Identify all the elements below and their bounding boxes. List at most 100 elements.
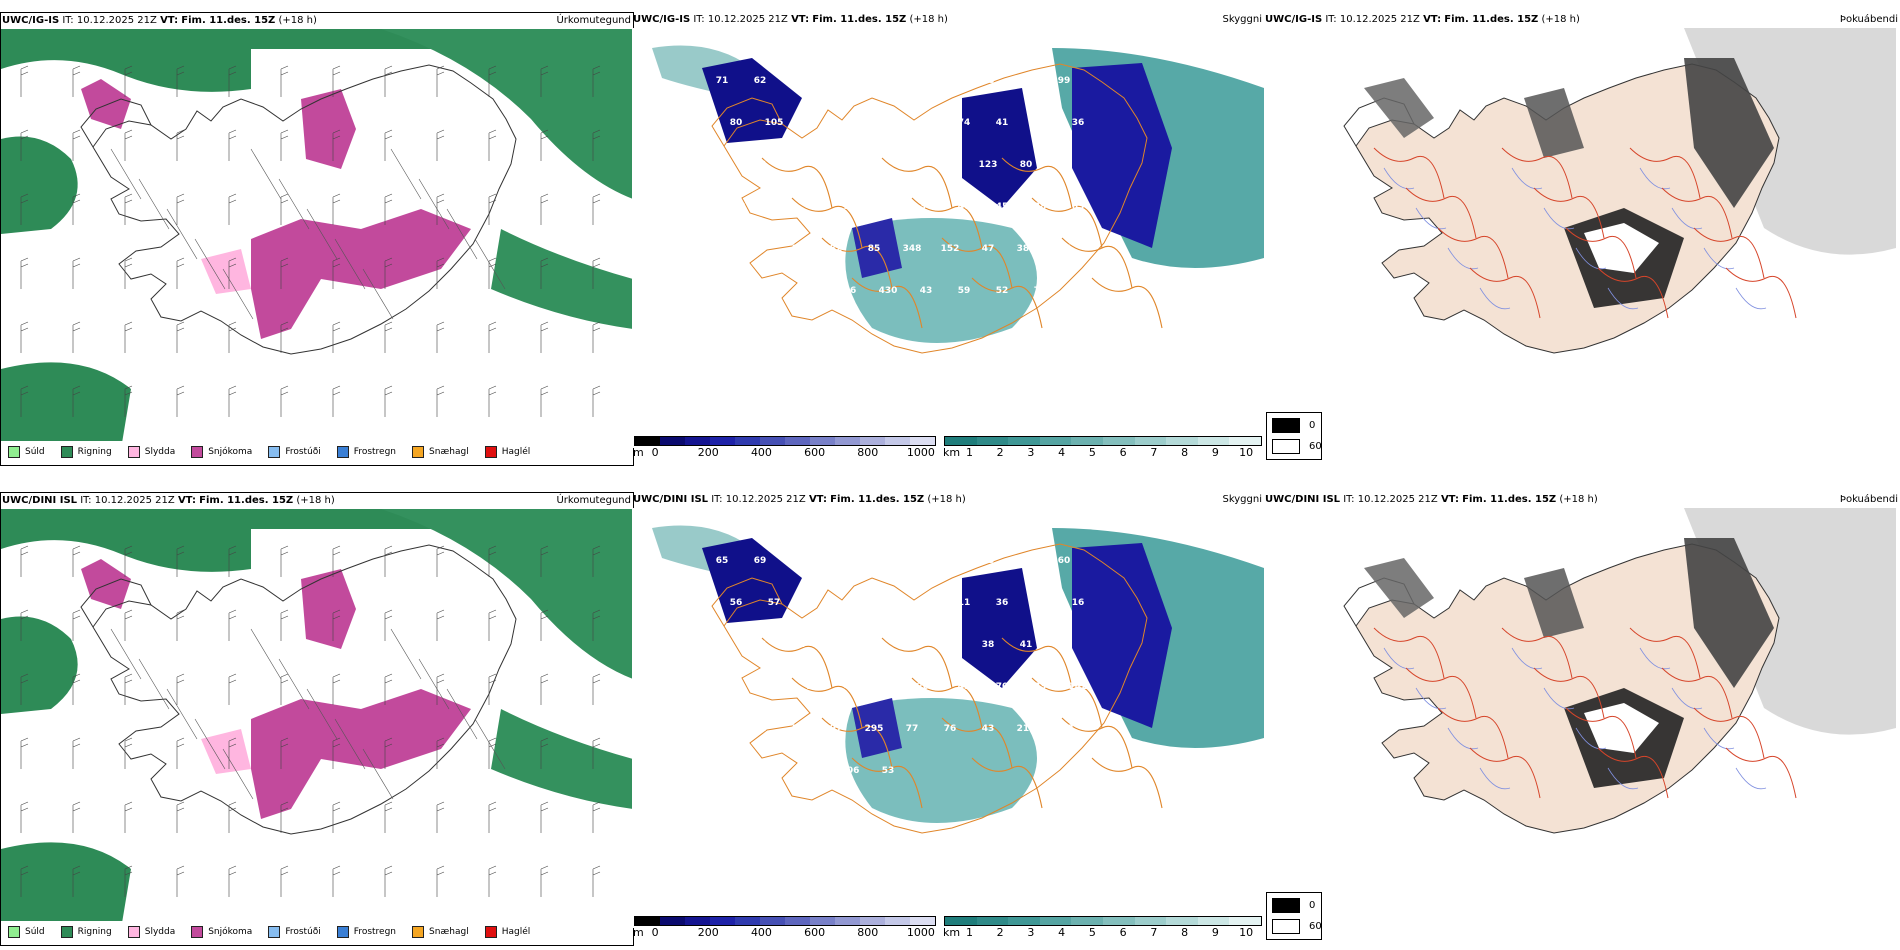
fog-key-label: 0 bbox=[1309, 900, 1316, 911]
cloud-base-label: 35 bbox=[792, 76, 805, 86]
cloud-base-colorbar: 0 200 400 600 800 1000 m bbox=[633, 436, 936, 459]
cloud-base-label: 53 bbox=[882, 682, 895, 692]
wind-barb bbox=[592, 193, 601, 225]
cloud-base-label: 96 bbox=[730, 682, 743, 692]
legend-swatch bbox=[60, 446, 73, 458]
cloud-base-label: 40 bbox=[792, 556, 805, 566]
cloud-base-label: 36 bbox=[1072, 118, 1085, 128]
colorbar-tick-label: 6 bbox=[1119, 446, 1127, 459]
vt-value: Fim. 11.des. 15Z bbox=[812, 14, 907, 25]
wind-barb bbox=[488, 385, 497, 417]
rain-band bbox=[1, 29, 251, 92]
road bbox=[1091, 277, 1163, 329]
wind-barb bbox=[488, 65, 497, 97]
cloud-base-label: 216 bbox=[1017, 724, 1036, 734]
lead-time: (+18 h) bbox=[927, 494, 966, 505]
cloud-base-label: 11 bbox=[958, 598, 971, 608]
panel-title: UWC/DINI ISL IT: 10.12.2025 21Z VT: Fim.… bbox=[1, 493, 633, 509]
wind-barb bbox=[176, 737, 185, 769]
legend-label: Frostúði bbox=[285, 447, 321, 457]
wind-barb bbox=[228, 65, 237, 97]
cloud-base-label: 43 bbox=[982, 724, 995, 734]
it-value: 10.12.2025 21Z bbox=[707, 14, 788, 25]
legend-label: Frostúði bbox=[285, 927, 321, 937]
road bbox=[110, 628, 142, 680]
wind-barb bbox=[592, 321, 601, 353]
colorbar-tick-label: 1 bbox=[965, 926, 973, 939]
cloud-base-label: 55 bbox=[944, 556, 957, 566]
cloud-base-label: 43 bbox=[920, 286, 933, 296]
cloud-base-label: 41 bbox=[996, 118, 1009, 128]
legend-item: Frostúði bbox=[268, 926, 321, 938]
colorbar-tick-label: 3 bbox=[1027, 446, 1035, 459]
legend-label: Rigning bbox=[77, 927, 112, 937]
wind-barb bbox=[592, 801, 601, 833]
road bbox=[418, 658, 450, 710]
wind-barb bbox=[384, 129, 393, 161]
cloud-base-label: 86 bbox=[1020, 76, 1033, 86]
wind-barb bbox=[124, 129, 133, 161]
cloud-base-label: 430 bbox=[879, 286, 898, 296]
coastline bbox=[711, 97, 783, 147]
cloud-base-label: 108 bbox=[727, 202, 746, 212]
wind-barb bbox=[228, 737, 237, 769]
wind-barb bbox=[436, 257, 445, 289]
wind-barb bbox=[124, 257, 133, 289]
wind-barb bbox=[124, 385, 133, 417]
cloud-base-label: 112 bbox=[941, 160, 960, 170]
road bbox=[110, 148, 142, 200]
cloud-base-label: 33 bbox=[868, 160, 881, 170]
road bbox=[1629, 147, 1701, 199]
wind-barb bbox=[384, 385, 393, 417]
road bbox=[278, 178, 310, 230]
river bbox=[1607, 767, 1639, 790]
colorbar-cell bbox=[1166, 917, 1198, 925]
colorbar-tick-label: 7 bbox=[1150, 446, 1158, 459]
wind-barb bbox=[280, 673, 289, 705]
road bbox=[1091, 757, 1163, 809]
wind-barb bbox=[72, 321, 81, 353]
colorbar-cell bbox=[1008, 437, 1040, 445]
road bbox=[1061, 237, 1133, 289]
colorbar-cell bbox=[945, 917, 977, 925]
legend-item: Frostúði bbox=[268, 446, 321, 458]
rain-band bbox=[491, 229, 633, 329]
cloud-base-label: 45 bbox=[996, 202, 1009, 212]
road bbox=[1501, 627, 1573, 679]
fog-key-label: 0 bbox=[1309, 420, 1316, 431]
road bbox=[821, 237, 893, 289]
road bbox=[1533, 667, 1605, 719]
legend-item: Snæhagl bbox=[412, 926, 469, 938]
it-label: IT: bbox=[1325, 14, 1337, 25]
wind-barb bbox=[436, 193, 445, 225]
river bbox=[1447, 727, 1479, 750]
snow-area bbox=[81, 79, 131, 129]
cloud-panel-row2: UWC/DINI ISL IT: 10.12.2025 21Z VT: Fim.… bbox=[632, 492, 1264, 944]
wind-barb bbox=[228, 385, 237, 417]
visibility-colorbar: 1 2 3 4 5 6 7 8 9 10 km bbox=[943, 916, 1262, 939]
legend-label: Frostregn bbox=[353, 927, 397, 937]
legend-swatch bbox=[484, 446, 497, 458]
colorbar-tick-label: 10 bbox=[1239, 926, 1254, 939]
map-type-title: Skyggni bbox=[1222, 14, 1262, 25]
colorbar-cell bbox=[635, 437, 660, 445]
legend-item: Frostregn bbox=[336, 446, 396, 458]
it-label: IT: bbox=[80, 495, 92, 506]
legend-label: Slydda bbox=[144, 447, 176, 457]
snow-area bbox=[81, 559, 131, 609]
cloud-base-label: 45 bbox=[1020, 556, 1033, 566]
wind-barb bbox=[592, 609, 601, 641]
road bbox=[138, 178, 170, 230]
wind-barb bbox=[540, 737, 549, 769]
wind-barb bbox=[436, 385, 445, 417]
fog-area bbox=[1524, 568, 1584, 638]
lead-time: (+18 h) bbox=[296, 495, 335, 506]
cloud-base-label: 55 bbox=[806, 766, 819, 776]
legend-label: Snæhagl bbox=[429, 927, 469, 937]
snow-area bbox=[251, 209, 471, 339]
cloud-base-label: 66 bbox=[906, 76, 919, 86]
wind-barb bbox=[592, 545, 601, 577]
wind-barb bbox=[228, 545, 237, 577]
road bbox=[138, 658, 170, 710]
legend-swatch bbox=[336, 446, 349, 458]
